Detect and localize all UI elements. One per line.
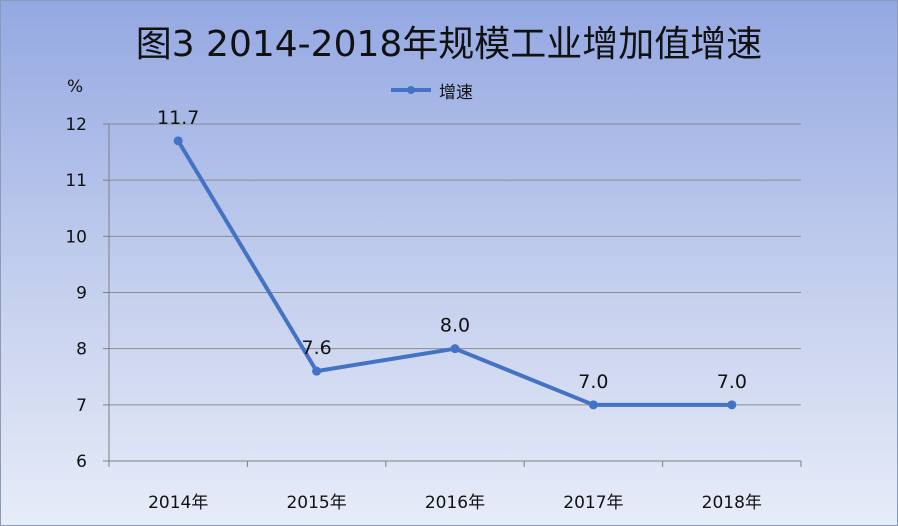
x-tick-label: 2017年 — [563, 493, 623, 513]
y-tick-label: 9 — [76, 284, 87, 304]
y-tick-label: 8 — [76, 340, 87, 360]
y-tick-label: 7 — [76, 396, 87, 416]
x-tick-label: 2015年 — [286, 493, 346, 513]
y-tick-label: 10 — [65, 227, 87, 247]
data-point — [450, 344, 460, 354]
y-tick-label: 12 — [65, 115, 87, 135]
x-tick-label: 2014年 — [148, 493, 208, 513]
data-label: 11.7 — [157, 107, 199, 129]
data-point — [173, 136, 183, 146]
data-label: 7.6 — [301, 337, 331, 359]
x-tick-label: 2016年 — [425, 493, 485, 513]
legend-line-marker-icon — [391, 86, 431, 94]
chart-title: 图3 2014-2018年规模工业增加值增速 — [135, 24, 763, 65]
y-tick-label: 11 — [65, 171, 87, 191]
legend-label-series: 增速 — [439, 82, 473, 103]
data-label: 7.0 — [578, 371, 608, 393]
data-label: 7.0 — [717, 371, 747, 393]
data-point — [588, 400, 598, 410]
y-axis-unit-label: % — [67, 77, 84, 97]
data-point — [312, 366, 322, 376]
legend: 增速 — [389, 80, 473, 103]
x-tick-label: 2018年 — [702, 493, 762, 513]
data-point — [727, 400, 737, 410]
data-label: 8.0 — [440, 315, 470, 337]
y-tick-label: 6 — [76, 452, 87, 472]
